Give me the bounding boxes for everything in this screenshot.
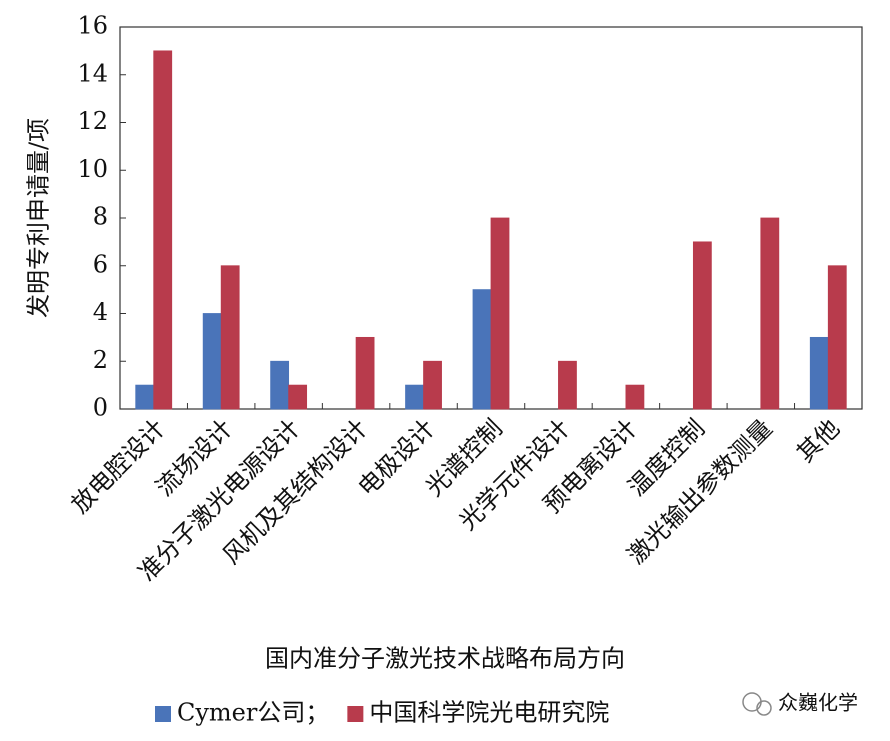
bar — [692, 241, 712, 410]
legend-label: Cymer公司； — [177, 699, 329, 727]
x-tick-label: 放电腔设计 — [66, 414, 171, 519]
bar — [220, 265, 240, 410]
bar — [827, 265, 847, 410]
bar — [472, 289, 492, 410]
y-tick-label: 14 — [77, 59, 108, 87]
y-tick-label: 16 — [77, 12, 108, 40]
bar — [135, 384, 155, 410]
bar — [490, 217, 510, 410]
y-tick-label: 4 — [93, 298, 108, 326]
y-tick-label: 2 — [93, 346, 108, 374]
legend-swatch — [347, 706, 364, 722]
x-tick-label: 其他 — [791, 414, 845, 468]
bar — [202, 313, 222, 410]
watermark-icon — [742, 692, 762, 712]
bar — [270, 360, 290, 410]
bar — [558, 360, 577, 410]
y-tick-label: 6 — [93, 250, 108, 278]
bar — [625, 384, 645, 410]
y-axis-label: 发明专利申请量/项 — [25, 118, 53, 318]
bar — [288, 384, 308, 410]
legend-label: 中国科学院光电研究院 — [369, 699, 609, 727]
bar — [423, 360, 442, 410]
y-tick-label: 12 — [77, 107, 108, 135]
bar — [809, 336, 829, 410]
y-tick-label: 8 — [93, 203, 108, 231]
watermark-icon — [756, 700, 772, 716]
x-axis-label: 国内准分子激光技术战略布局方向 — [265, 645, 625, 673]
bar — [355, 336, 375, 410]
bar — [760, 217, 780, 410]
legend-swatch — [155, 706, 171, 722]
watermark-text: 众巍化学 — [778, 691, 858, 715]
y-tick-label: 0 — [93, 394, 108, 422]
y-tick-label: 10 — [77, 155, 108, 183]
watermark: 众巍化学 — [742, 691, 858, 716]
bar — [153, 50, 173, 410]
bar — [405, 384, 424, 410]
